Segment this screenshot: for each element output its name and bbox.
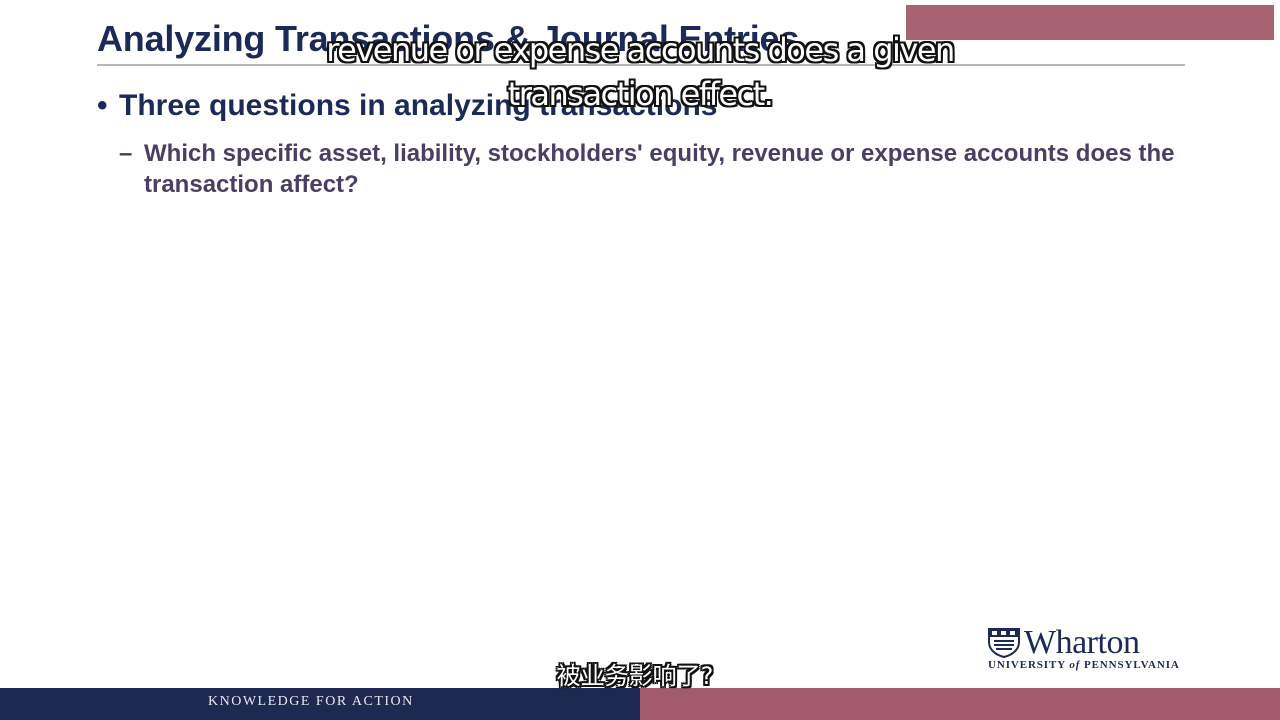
logo-wordmark: Wharton xyxy=(1024,624,1140,661)
footer-tagline: KNOWLEDGE FOR ACTION xyxy=(208,694,414,709)
logo-subtitle-suffix: PENNSYLVANIA xyxy=(1080,659,1180,671)
top-banner xyxy=(906,5,1274,40)
footer-bar-right xyxy=(640,688,1280,720)
footer-bar-left xyxy=(0,688,640,720)
subtitle-chinese: 被业务影响了? xyxy=(556,662,714,690)
sub-bullet: – Which specific asset, liability, stock… xyxy=(119,138,1179,200)
bullet-dot-icon: • xyxy=(97,89,108,122)
logo-subtitle: UNIVERSITY of PENNSYLVANIA xyxy=(988,659,1180,671)
subtitle-english: revenue or expense accounts does a given… xyxy=(326,31,955,113)
wharton-logo: Wharton UNIVERSITY of PENNSYLVANIA xyxy=(988,624,1188,672)
dash-icon: – xyxy=(119,140,133,167)
main-bullet: • Three questions in analyzing transactio… xyxy=(97,89,717,123)
logo-subtitle-prefix: UNIVERSITY xyxy=(988,659,1070,671)
sub-bullet-text: Which specific asset, liability, stockho… xyxy=(144,140,1175,198)
title-divider xyxy=(97,64,1185,66)
penn-shield-icon xyxy=(988,628,1020,658)
main-bullet-text: Three questions in analyzing transaction… xyxy=(119,89,718,122)
logo-subtitle-of: of xyxy=(1069,659,1081,671)
slide-title: Analyzing Transactions & Journal Entries xyxy=(97,18,800,59)
